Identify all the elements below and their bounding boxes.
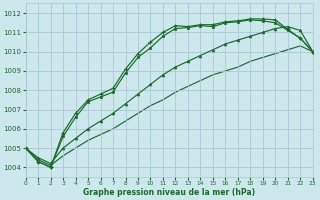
X-axis label: Graphe pression niveau de la mer (hPa): Graphe pression niveau de la mer (hPa) xyxy=(83,188,255,197)
